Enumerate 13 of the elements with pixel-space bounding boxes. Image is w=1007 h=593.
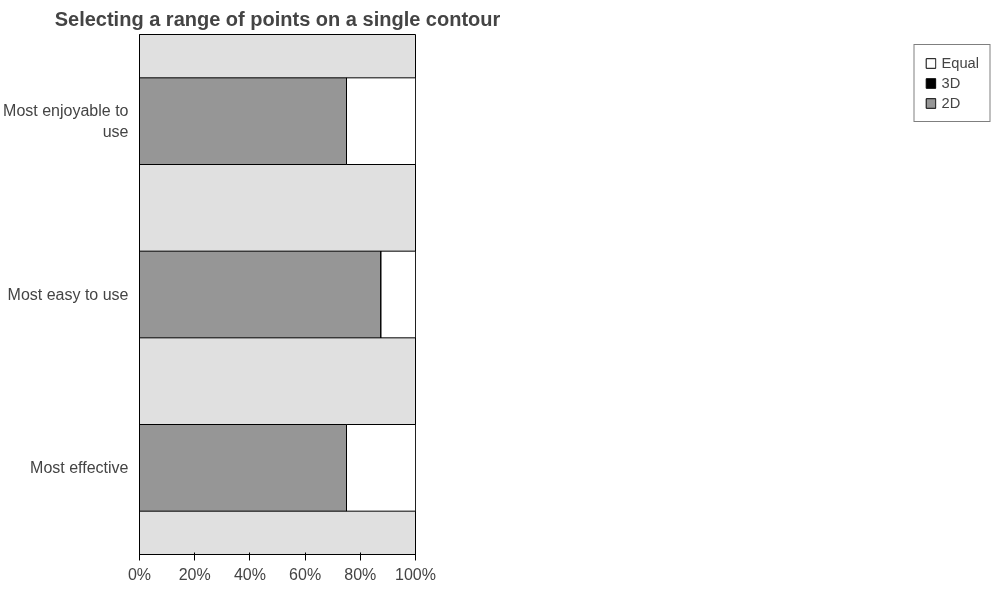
chart-title: Selecting a range of points on a single contour: [54, 7, 501, 30]
x-tick-label: 40%: [233, 565, 266, 583]
x-tick-label: 0%: [127, 565, 152, 583]
legend-label: Equal: [941, 55, 979, 71]
y-tick-label: Most enjoyable to use: [3, 102, 129, 140]
x-tick-label: 100%: [395, 565, 436, 583]
y-tick-label: Most effective: [30, 459, 129, 477]
x-tick-label: 80%: [344, 565, 377, 583]
y-tick-label: Most easy to use: [7, 286, 129, 303]
x-tick-label: 60%: [289, 565, 322, 583]
x-tick-label: 20%: [178, 565, 211, 583]
legend-label: 2D: [941, 95, 962, 111]
legend-label: 3D: [941, 75, 962, 91]
